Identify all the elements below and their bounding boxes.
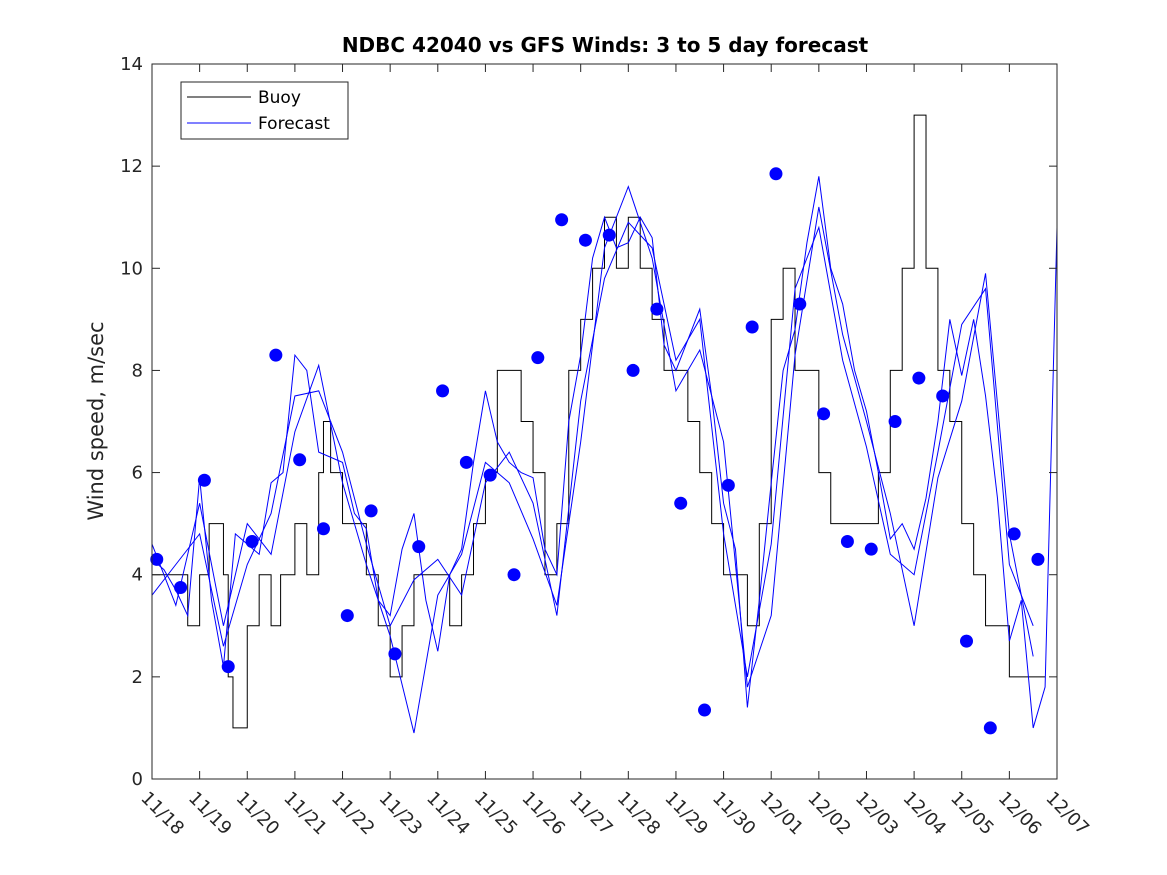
forecast-point bbox=[602, 228, 616, 242]
forecast-point bbox=[960, 634, 973, 648]
forecast-point bbox=[650, 302, 664, 316]
marker-layer bbox=[150, 167, 1045, 735]
y-axis-label: Wind speed, m/sec bbox=[84, 321, 108, 520]
forecast-point bbox=[245, 535, 259, 549]
forecast-point bbox=[483, 468, 497, 482]
forecast-point bbox=[745, 320, 759, 334]
series-line-2 bbox=[151, 221, 1034, 677]
series-line-0 bbox=[152, 114, 1046, 729]
forecast-point bbox=[507, 568, 521, 582]
forecast-point bbox=[793, 297, 807, 311]
plot-frame bbox=[151, 63, 1058, 780]
forecast-point bbox=[388, 647, 402, 661]
forecast-point bbox=[531, 351, 545, 365]
forecast-point bbox=[364, 504, 378, 518]
forecast-point bbox=[912, 371, 926, 385]
forecast-point bbox=[1031, 552, 1045, 566]
forecast-point bbox=[555, 213, 569, 227]
plot-background bbox=[152, 64, 1057, 779]
y-tick-label: 10 bbox=[120, 258, 143, 279]
forecast-point bbox=[626, 363, 640, 377]
forecast-point bbox=[983, 721, 997, 735]
y-tick-label: 12 bbox=[120, 156, 143, 177]
forecast-point bbox=[221, 660, 235, 674]
forecast-point bbox=[293, 453, 307, 467]
forecast-point bbox=[578, 233, 592, 247]
legend-label-buoy: Buoy bbox=[258, 88, 301, 108]
series-layer bbox=[151, 114, 1058, 734]
y-tick-label: 4 bbox=[132, 565, 143, 586]
forecast-point bbox=[936, 389, 950, 403]
forecast-point bbox=[817, 407, 831, 421]
forecast-point bbox=[674, 496, 688, 510]
forecast-point bbox=[864, 542, 878, 556]
forecast-point bbox=[316, 522, 330, 536]
forecast-point bbox=[436, 384, 450, 398]
legend-label-forecast: Forecast bbox=[258, 114, 330, 134]
forecast-point bbox=[340, 609, 354, 623]
y-axis: 0 2 4 6 8 10 12 14 bbox=[120, 54, 1057, 790]
forecast-point bbox=[721, 478, 735, 492]
y-tick-label: 14 bbox=[120, 54, 143, 75]
y-tick-label: 0 bbox=[132, 769, 143, 790]
plot-area bbox=[150, 63, 1058, 780]
y-tick-label: 2 bbox=[132, 667, 143, 688]
forecast-point bbox=[174, 580, 188, 594]
forecast-point bbox=[412, 540, 426, 554]
y-tick-label: 6 bbox=[132, 463, 143, 484]
forecast-point bbox=[1007, 527, 1021, 541]
forecast-point bbox=[840, 535, 854, 549]
chart-title: NDBC 42040 vs GFS Winds: 3 to 5 day fore… bbox=[342, 33, 869, 57]
y-tick-label: 8 bbox=[132, 360, 143, 381]
forecast-point bbox=[269, 348, 283, 362]
forecast-point bbox=[150, 552, 164, 566]
series-line-3 bbox=[151, 185, 1034, 734]
series-line-1 bbox=[151, 176, 1058, 729]
legend: Buoy Forecast bbox=[180, 81, 349, 140]
forecast-point bbox=[769, 167, 783, 181]
forecast-point bbox=[698, 703, 712, 717]
forecast-point bbox=[459, 455, 473, 469]
legend-box bbox=[180, 81, 349, 140]
forecast-point bbox=[888, 415, 902, 428]
forecast-point bbox=[197, 473, 211, 487]
